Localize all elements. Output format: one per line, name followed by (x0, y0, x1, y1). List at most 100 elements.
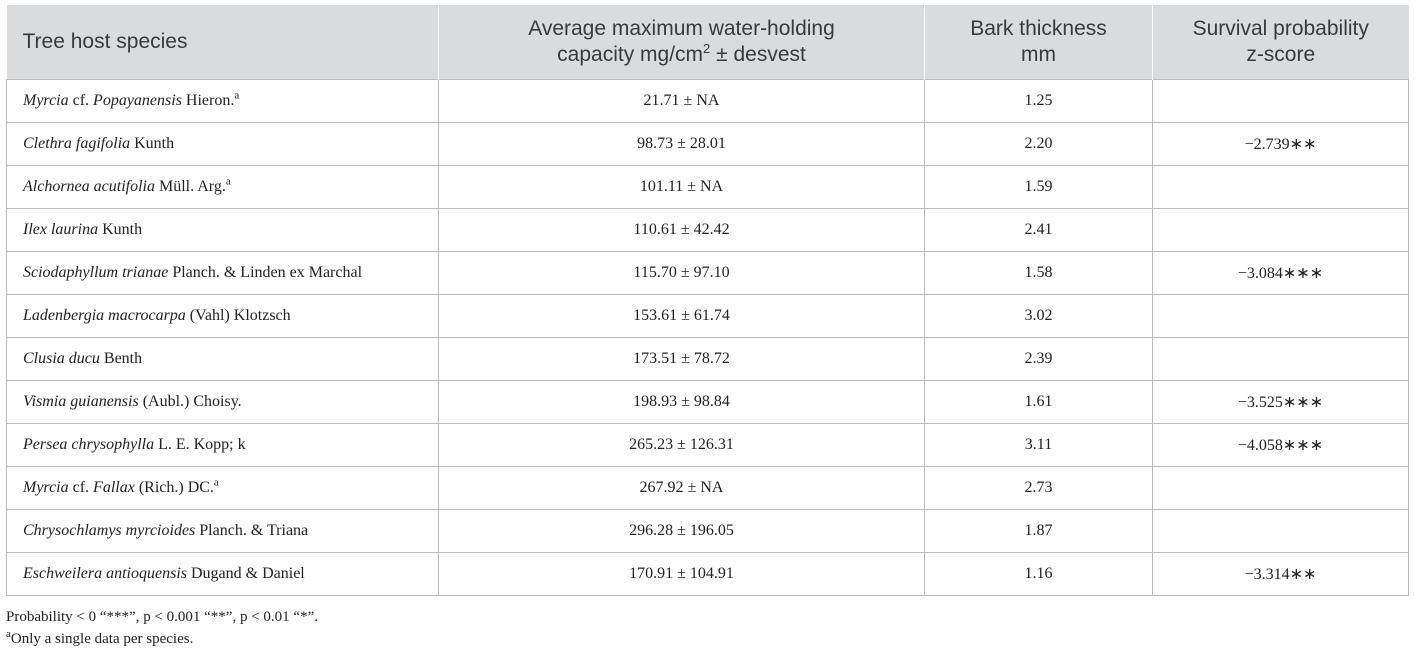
species-name: Clethra fagifolia (23, 134, 131, 152)
cell-capacity: 170.91 ± 104.91 (438, 551, 925, 596)
header-species-label: Tree host species (22, 29, 188, 53)
species-sup: a (225, 175, 231, 188)
cell-capacity: 115.70 ± 97.10 (438, 250, 925, 295)
species-epithet: Fallax (93, 478, 135, 496)
header-capacity-line2: capacity mg/cm (557, 42, 704, 66)
cell-capacity: 153.61 ± 61.74 (438, 293, 925, 338)
cell-zscore (1152, 336, 1409, 381)
species-authority: L. E. Kopp; k (154, 435, 246, 453)
cell-capacity: 101.11 ± NA (438, 164, 925, 209)
species-authority: Planch. & Linden ex Marchal (168, 263, 363, 281)
header-species: Tree host species (6, 5, 439, 79)
cell-bark: 1.59 (924, 164, 1153, 209)
header-zscore-line1: Survival probability (1192, 16, 1369, 40)
cell-species: Vismia guianensis (Aubl.) Choisy. (6, 379, 439, 424)
cell-capacity: 265.23 ± 126.31 (438, 422, 925, 467)
cell-zscore (1152, 164, 1409, 209)
species-authority: Hieron. (181, 91, 235, 109)
table-row: Myrcia cf. Fallax (Rich.) DC.a 267.92 ± N… (6, 465, 1409, 510)
cell-bark: 1.61 (924, 379, 1153, 424)
table-row: Sciodaphyllum trianae Planch. & Linden e… (6, 250, 1409, 295)
cell-zscore (1152, 78, 1409, 123)
cell-species: Ladenbergia macrocarpa (Vahl) Klotzsch (6, 293, 439, 338)
table-row: Alchornea acutifolia Müll. Arg.a 101.11 ±… (6, 164, 1409, 209)
footnote-probability: Probability < 0 “***”, p < 0.001 “**”, p… (6, 609, 318, 625)
footnote-single-text: Only a single data per species. (10, 631, 194, 647)
species-authority: Planch. & Triana (195, 521, 309, 539)
species-authority: Kunth (98, 220, 143, 238)
cell-capacity: 173.51 ± 78.72 (438, 336, 925, 381)
species-authority: (Aubl.) Choisy. (138, 392, 242, 410)
cell-bark: 2.73 (924, 465, 1153, 510)
cell-species: Persea chrysophylla L. E. Kopp; k (6, 422, 439, 467)
cell-species: Sciodaphyllum trianae Planch. & Linden e… (6, 250, 439, 295)
header-bark-line1: Bark thickness (970, 16, 1107, 40)
cell-bark: 3.11 (924, 422, 1153, 467)
cell-zscore (1152, 293, 1409, 338)
cell-species: Clusia ducu Benth (6, 336, 439, 381)
species-authority: Dugand & Daniel (186, 564, 305, 582)
cell-species: Clethra fagifolia Kunth (6, 121, 439, 166)
cell-bark: 1.25 (924, 78, 1153, 123)
cell-zscore (1152, 508, 1409, 553)
species-name: Ladenbergia macrocarpa (23, 306, 186, 324)
table-row: Ilex laurina Kunth 110.61 ± 42.42 2.41 (6, 207, 1409, 252)
cell-capacity: 98.73 ± 28.01 (438, 121, 925, 166)
species-name: Vismia guianensis (23, 392, 139, 410)
species-name: Clusia ducu (23, 349, 100, 367)
species-table: Tree host species Average maximum water-… (6, 5, 1409, 596)
cell-capacity: 267.92 ± NA (438, 465, 925, 510)
species-sup: a (213, 476, 219, 489)
table-row: Chrysochlamys myrcioides Planch. & Trian… (6, 508, 1409, 553)
table-row: Clethra fagifolia Kunth 98.73 ± 28.01 2.20… (6, 121, 1409, 166)
species-name: Myrcia (23, 478, 69, 496)
table-row: Persea chrysophylla L. E. Kopp; k 265.23 … (6, 422, 1409, 467)
table-row: Ladenbergia macrocarpa (Vahl) Klotzsch 15… (6, 293, 1409, 338)
species-name: Persea chrysophylla (23, 435, 155, 453)
species-authority: (Rich.) DC. (134, 478, 214, 496)
cell-zscore: −2.739∗∗ (1152, 121, 1409, 166)
table-footnotes: Probability < 0 “***”, p < 0.001 “**”, p… (6, 606, 318, 650)
species-authority: Benth (99, 349, 143, 367)
species-cf: cf. (68, 91, 94, 109)
cell-bark: 1.16 (924, 551, 1153, 596)
cell-species: Eschweilera antioquensis Dugand & Daniel (6, 551, 439, 596)
cell-bark: 2.20 (924, 121, 1153, 166)
cell-zscore: −3.314∗∗ (1152, 551, 1409, 596)
cell-species: Alchornea acutifolia Müll. Arg.a (6, 164, 439, 209)
header-zscore-line2: z-score (1246, 42, 1316, 66)
header-capacity: Average maximum water-holding capacity m… (438, 5, 925, 79)
footnote-single-sup: a (6, 628, 11, 640)
header-zscore: Survival probability z-score (1153, 5, 1409, 79)
cell-capacity: 296.28 ± 196.05 (438, 508, 925, 553)
cell-zscore: −3.084∗∗∗ (1152, 250, 1409, 295)
footnote-single: aOnly a single data per species. (6, 628, 318, 650)
species-name: Ilex laurina (23, 220, 99, 238)
header-bark-line2: mm (1021, 42, 1056, 66)
species-name: Sciodaphyllum trianae (23, 263, 169, 281)
cell-bark: 1.58 (924, 250, 1153, 295)
species-authority: Kunth (130, 134, 175, 152)
table-row: Vismia guianensis (Aubl.) Choisy. 198.93 … (6, 379, 1409, 424)
species-name: Myrcia (23, 91, 69, 109)
cell-zscore (1152, 465, 1409, 510)
species-name: Alchornea acutifolia (23, 177, 155, 195)
species-authority: Müll. Arg. (154, 177, 226, 195)
cell-bark: 1.87 (924, 508, 1153, 553)
species-cf: cf. (68, 478, 94, 496)
cell-bark: 2.39 (924, 336, 1153, 381)
cell-species: Chrysochlamys myrcioides Planch. & Trian… (6, 508, 439, 553)
header-capacity-line1: Average maximum water-holding (528, 16, 835, 40)
cell-capacity: 198.93 ± 98.84 (438, 379, 925, 424)
cell-capacity: 21.71 ± NA (438, 78, 925, 123)
species-authority: (Vahl) Klotzsch (185, 306, 291, 324)
cell-zscore: −4.058∗∗∗ (1152, 422, 1409, 467)
table-row: Eschweilera antioquensis Dugand & Daniel… (6, 551, 1409, 596)
cell-species: Ilex laurina Kunth (6, 207, 439, 252)
cell-zscore (1152, 207, 1409, 252)
header-capacity-sup: 2 (703, 40, 711, 56)
species-epithet: Popayanensis (93, 91, 182, 109)
cell-capacity: 110.61 ± 42.42 (438, 207, 925, 252)
table-header-row: Tree host species Average maximum water-… (6, 5, 1409, 79)
cell-bark: 2.41 (924, 207, 1153, 252)
